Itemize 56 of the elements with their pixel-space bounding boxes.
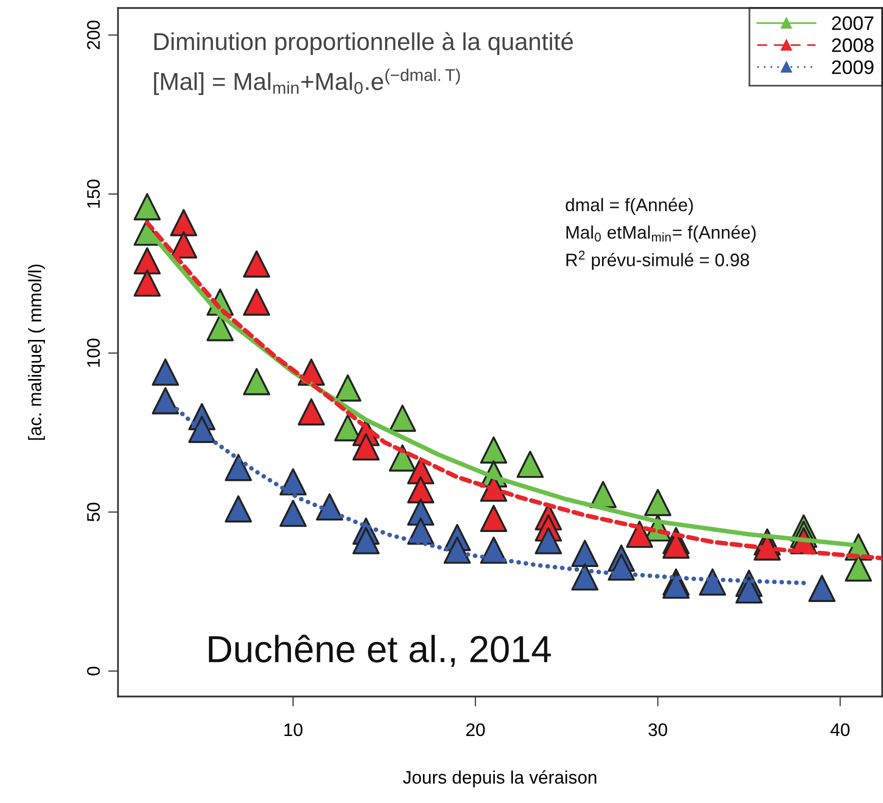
annotation: Mal$_{0}$ etMal$_{min}$= f(Année) — [566, 225, 756, 242]
x-tick-label: 20 — [466, 723, 485, 736]
point — [170, 209, 198, 236]
point — [534, 527, 562, 554]
annotation: dmal = f(Année) — [566, 198, 693, 215]
y-tick-label: 0 — [87, 666, 100, 676]
y-tick-label: 50 — [87, 502, 100, 522]
point — [626, 520, 654, 548]
y-tick-label: 150 — [87, 180, 100, 208]
point — [407, 476, 434, 504]
text: Diminution proportionnelle à la quantité — [154, 32, 573, 56]
point — [480, 436, 508, 464]
point — [480, 504, 508, 532]
x-axis-title: Jours depuis la véraison — [402, 770, 596, 788]
text: [Mal] = Mal$_{min}$+Mal$_{0}$.e$^{(−dmal.T)}$ — [154, 68, 460, 95]
point — [298, 398, 325, 426]
x-tick-label: 10 — [284, 723, 302, 736]
point — [334, 374, 362, 402]
legend-label: 2007 — [832, 16, 874, 30]
point — [352, 433, 380, 460]
annotation: Duchêne et al., 2014 — [208, 634, 551, 667]
point — [644, 488, 672, 516]
point — [444, 536, 471, 564]
point — [279, 500, 307, 527]
x-tick-label: 40 — [830, 723, 850, 736]
point — [571, 540, 598, 567]
legend-label: 2009 — [832, 60, 874, 74]
y-tick-label: 200 — [87, 20, 100, 50]
point — [279, 468, 307, 496]
annotation: R$^{2}$ prévu-simulé = 0.98 — [566, 250, 750, 270]
point — [134, 193, 161, 220]
point — [152, 387, 180, 414]
point — [808, 574, 836, 602]
point — [243, 288, 270, 316]
point — [571, 563, 598, 591]
point — [516, 450, 544, 478]
point — [224, 454, 252, 482]
point — [735, 576, 763, 604]
y-tick-label: 100 — [87, 338, 100, 367]
point — [170, 231, 198, 259]
point — [134, 269, 161, 297]
point — [352, 527, 380, 554]
point — [224, 495, 252, 522]
point — [388, 444, 416, 472]
point — [698, 568, 726, 596]
point — [152, 358, 180, 386]
point — [243, 368, 270, 396]
point — [134, 247, 161, 274]
point — [662, 532, 690, 559]
y-axis-title: [ac. malique] ( mmol/l) — [28, 264, 45, 440]
point — [388, 404, 416, 432]
point — [844, 554, 872, 582]
point — [243, 250, 270, 278]
x-tick-label: 30 — [648, 723, 668, 736]
legend-label: 2008 — [832, 38, 874, 52]
point — [206, 314, 234, 342]
